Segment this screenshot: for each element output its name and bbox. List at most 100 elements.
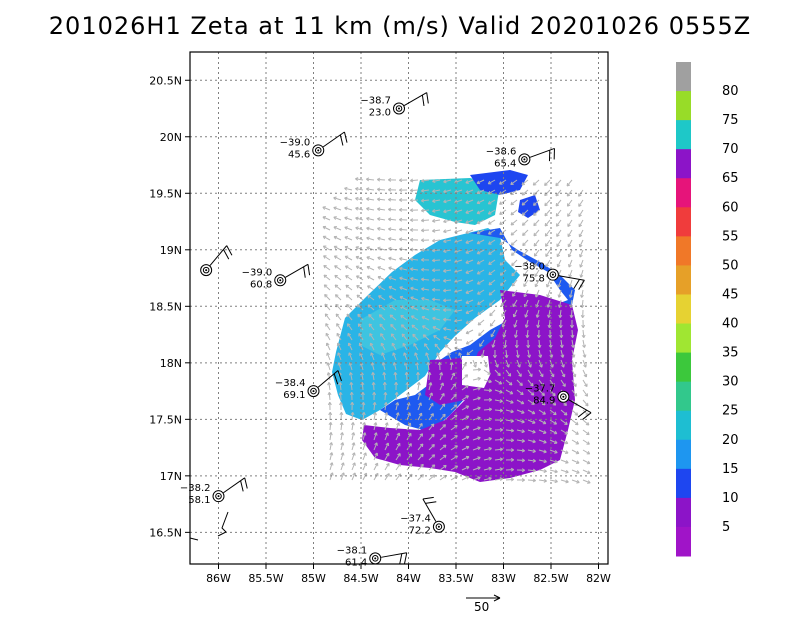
wind-barb-staff: [223, 477, 245, 494]
wind-vector: [560, 339, 563, 348]
wind-vector: [399, 286, 408, 291]
lon-tick-label: 82.5W: [533, 572, 568, 585]
wind-vector: [333, 236, 342, 241]
wind-vector: [411, 324, 419, 331]
wind-vector: [560, 479, 569, 483]
wind-vector: [461, 456, 470, 461]
wind-vector-head: [465, 250, 469, 254]
wind-vector: [560, 459, 569, 464]
wind-vector-head: [487, 180, 492, 185]
wind-vector: [505, 359, 510, 368]
wind-vector: [417, 392, 421, 401]
wind-vector: [560, 359, 565, 368]
wind-vector-head: [344, 245, 349, 250]
wind-vector-head: [477, 426, 481, 431]
wind-vector: [533, 239, 540, 247]
wind-vector-head: [341, 472, 345, 476]
wind-vector: [549, 339, 552, 348]
wind-vector-head: [465, 330, 470, 335]
wind-vector-head: [371, 382, 376, 386]
wind-vector: [345, 294, 353, 301]
wind-vector-head: [571, 354, 576, 358]
wind-vector-head: [388, 207, 392, 212]
station-dot: [551, 273, 554, 276]
wind-vector: [454, 259, 463, 263]
wind-vector-head: [360, 392, 365, 396]
wind-vector: [465, 279, 474, 284]
wind-vector: [569, 289, 573, 298]
wind-vector: [454, 219, 463, 223]
wind-vector-head: [584, 383, 588, 388]
wind-vector: [579, 249, 584, 258]
station-ring-inner: [314, 147, 322, 154]
wind-vector-head: [465, 435, 470, 440]
wind-vector-head: [578, 203, 582, 207]
wind-vector-head: [566, 203, 571, 207]
colorbar-swatch: [676, 439, 691, 470]
wind-vector-head: [536, 324, 541, 328]
wind-vector-head: [381, 352, 385, 356]
wind-vector-head: [541, 401, 546, 406]
wind-vector-head: [326, 362, 331, 366]
wind-vector-head: [488, 292, 493, 296]
wind-barb-flag: [339, 134, 344, 146]
echo-sky-region: [360, 300, 455, 355]
wind-vector: [370, 342, 375, 351]
wind-vector: [351, 462, 356, 471]
wind-vector: [443, 239, 452, 243]
wind-vector-head: [377, 226, 381, 231]
wind-vector: [439, 465, 447, 471]
lon-tick-label: 82W: [586, 572, 611, 585]
wind-vector-head: [552, 392, 556, 397]
wind-vector: [388, 276, 397, 281]
wind-vector: [417, 402, 422, 411]
wind-vector-head: [447, 352, 451, 356]
wind-vector-head: [532, 420, 536, 424]
wind-vector-head: [335, 313, 340, 317]
wind-vector: [323, 284, 331, 291]
wind-vector: [582, 419, 590, 426]
wind-vector: [490, 329, 496, 338]
wind-vector-head: [344, 196, 348, 201]
wind-vector-head: [344, 216, 348, 221]
wind-vector: [355, 188, 364, 191]
wind-barb-flag: [337, 370, 342, 382]
wind-vector: [494, 399, 503, 402]
wind-vector-field: [322, 177, 591, 484]
wind-vector-head: [442, 444, 447, 449]
wind-vector-head: [465, 340, 470, 345]
wind-vector: [505, 429, 514, 432]
wind-vector: [511, 259, 518, 266]
wind-vector-head: [441, 403, 446, 407]
wind-vector: [324, 313, 331, 321]
wind-vector-head: [564, 431, 569, 435]
wind-vector: [439, 444, 447, 451]
wind-vector: [362, 402, 365, 411]
wind-vector: [472, 359, 477, 368]
wind-vector-head: [477, 386, 481, 391]
wind-vector-head: [543, 449, 547, 454]
wind-vector-head: [440, 382, 444, 386]
wind-vector: [432, 219, 441, 222]
station-dot: [562, 395, 565, 398]
station-dot: [437, 525, 440, 528]
wind-vector-head: [389, 314, 394, 319]
wind-vector-head: [377, 207, 381, 212]
lon-tick-label: 83W: [491, 572, 516, 585]
wind-vector-head: [570, 334, 575, 338]
wind-vector: [333, 226, 342, 231]
wind-vector: [421, 278, 430, 281]
wind-vector: [549, 479, 558, 483]
wind-vector: [350, 382, 353, 391]
wind-vector: [417, 433, 423, 441]
wind-vector-head: [567, 233, 571, 238]
station-temperature: −37.7: [525, 384, 556, 395]
wind-vector: [538, 419, 547, 425]
wind-vector: [568, 259, 573, 268]
wind-vector: [511, 269, 518, 277]
station-temperature: −38.2: [180, 483, 211, 494]
wind-vector-head: [392, 362, 397, 366]
wind-vector: [513, 309, 518, 318]
wind-vector-head: [418, 402, 422, 406]
wind-vector: [333, 245, 342, 251]
